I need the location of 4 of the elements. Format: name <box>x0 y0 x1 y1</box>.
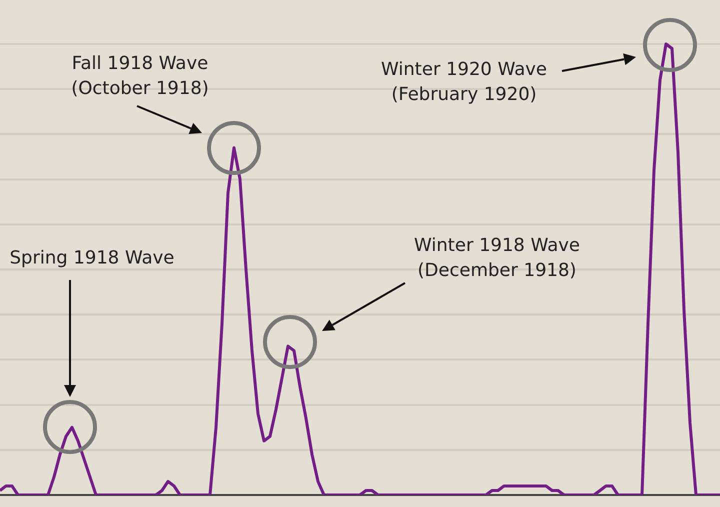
annotation: Winter 1920 Wave (February 1920) <box>381 58 547 107</box>
annotation: Fall 1918 Wave (October 1918) <box>71 52 209 101</box>
annotation: Winter 1918 Wave (December 1918) <box>414 234 580 283</box>
annotation: Spring 1918 Wave <box>10 246 174 270</box>
